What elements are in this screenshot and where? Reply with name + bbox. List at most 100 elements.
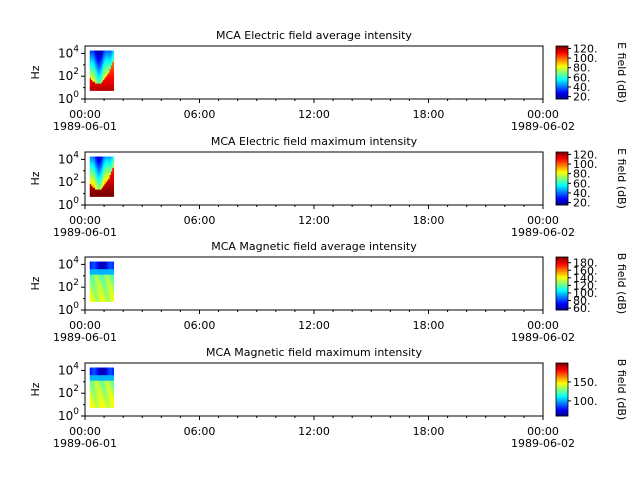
- heatmap-cell: [109, 387, 112, 390]
- heatmap-cell: [91, 187, 93, 190]
- heatmap-cell: [97, 171, 100, 174]
- heatmap-cell: [110, 292, 113, 295]
- colorbar-segment: [556, 300, 568, 303]
- heatmap-cell: [89, 50, 92, 53]
- heatmap-cell: [97, 183, 100, 186]
- heatmap-cell: [103, 65, 105, 68]
- heatmap-cell: [107, 265, 109, 268]
- heatmap-cell: [96, 378, 99, 381]
- heatmap-cell: [99, 371, 101, 374]
- heatmap-cell: [92, 400, 95, 403]
- heatmap-cell: [100, 272, 103, 275]
- heatmap-cell: [101, 378, 104, 381]
- heatmap-cell: [93, 178, 96, 181]
- heatmap-cell: [89, 183, 92, 186]
- colorbar-segment: [556, 81, 568, 84]
- heatmap-cell: [89, 261, 92, 264]
- heatmap-cell: [109, 297, 112, 301]
- colorbar-segment: [556, 67, 568, 69]
- colorbar-segment: [556, 364, 568, 367]
- heatmap-cell: [100, 277, 103, 281]
- heatmap-cell: [89, 52, 92, 55]
- heatmap-cell: [101, 382, 104, 385]
- heatmap-cell: [110, 391, 113, 394]
- heatmap-cell: [97, 172, 100, 176]
- heatmap-cell: [93, 261, 96, 264]
- heatmap-cell: [109, 65, 112, 68]
- heatmap-cell: [89, 66, 92, 70]
- heatmap-cell: [108, 88, 111, 91]
- heatmap-cell: [91, 292, 93, 295]
- heatmap-cell: [95, 180, 97, 183]
- heatmap-cell: [99, 297, 101, 301]
- heatmap-cell: [93, 72, 96, 75]
- heatmap-cell: [104, 174, 107, 177]
- heatmap-cell: [99, 74, 101, 77]
- heatmap-cell: [110, 163, 113, 167]
- heatmap-cell: [105, 180, 108, 183]
- heatmap-cell: [96, 382, 99, 385]
- heatmap-cell: [93, 267, 96, 270]
- heatmap-cell: [95, 165, 97, 168]
- heatmap-cell: [95, 163, 97, 167]
- heatmap-cell: [96, 192, 99, 196]
- heatmap-cell: [108, 172, 111, 176]
- heatmap-cell: [93, 66, 96, 70]
- heatmap-cell: [95, 83, 97, 86]
- heatmap-cell: [91, 389, 93, 392]
- heatmap-cell: [89, 394, 92, 397]
- heatmap-cell: [104, 189, 107, 192]
- heatmap-cell: [95, 371, 97, 374]
- heatmap-cell: [107, 286, 109, 290]
- heatmap-cell: [99, 396, 101, 399]
- heatmap-cell: [108, 279, 111, 282]
- heatmap-cell: [109, 294, 112, 297]
- heatmap-cell: [99, 403, 101, 407]
- heatmap-cell: [99, 294, 101, 297]
- heatmap-cell: [107, 267, 109, 270]
- heatmap-cell: [104, 192, 107, 196]
- colorbar-segment: [556, 306, 568, 308]
- heatmap-cell: [103, 263, 105, 266]
- heatmap-cell: [97, 277, 100, 281]
- heatmap-cell: [109, 290, 112, 293]
- heatmap-cell: [103, 376, 105, 379]
- heatmap-cell: [100, 299, 103, 302]
- heatmap-cell: [108, 176, 111, 179]
- heatmap-cell: [109, 169, 112, 172]
- heatmap-cell: [92, 187, 95, 190]
- heatmap-cell: [93, 70, 96, 73]
- heatmap-cell: [100, 86, 103, 90]
- heatmap-cell: [103, 158, 105, 161]
- heatmap-cell: [91, 174, 93, 177]
- colorbar-segment: [556, 158, 568, 161]
- heatmap-cell: [104, 389, 107, 392]
- heatmap-cell: [107, 371, 109, 374]
- heatmap-cell: [100, 369, 103, 372]
- heatmap-cell: [104, 74, 107, 77]
- heatmap-cell: [112, 378, 115, 381]
- heatmap-cell: [96, 292, 99, 295]
- heatmap-cell: [93, 187, 96, 190]
- heatmap-cell: [112, 68, 115, 71]
- colorbar-segment: [556, 303, 568, 306]
- heatmap-cell: [97, 65, 100, 68]
- heatmap-cell: [103, 403, 105, 407]
- heatmap-cell: [105, 277, 108, 281]
- colorbar-segment: [556, 190, 568, 193]
- heatmap-cell: [91, 268, 93, 272]
- heatmap-cell: [110, 83, 113, 86]
- heatmap-cell: [109, 279, 112, 282]
- heatmap-cell: [109, 405, 112, 408]
- heatmap-cell: [100, 54, 103, 57]
- heatmap-cell: [107, 400, 109, 403]
- heatmap-cell: [107, 156, 109, 159]
- heatmap-cell: [104, 176, 107, 179]
- heatmap-cell: [99, 63, 101, 66]
- heatmap-cell: [109, 185, 112, 188]
- colorbar-segment: [556, 56, 568, 59]
- heatmap-cell: [103, 396, 105, 399]
- heatmap-cell: [92, 57, 95, 61]
- heatmap-cell: [101, 156, 104, 159]
- heatmap-cell: [95, 194, 97, 197]
